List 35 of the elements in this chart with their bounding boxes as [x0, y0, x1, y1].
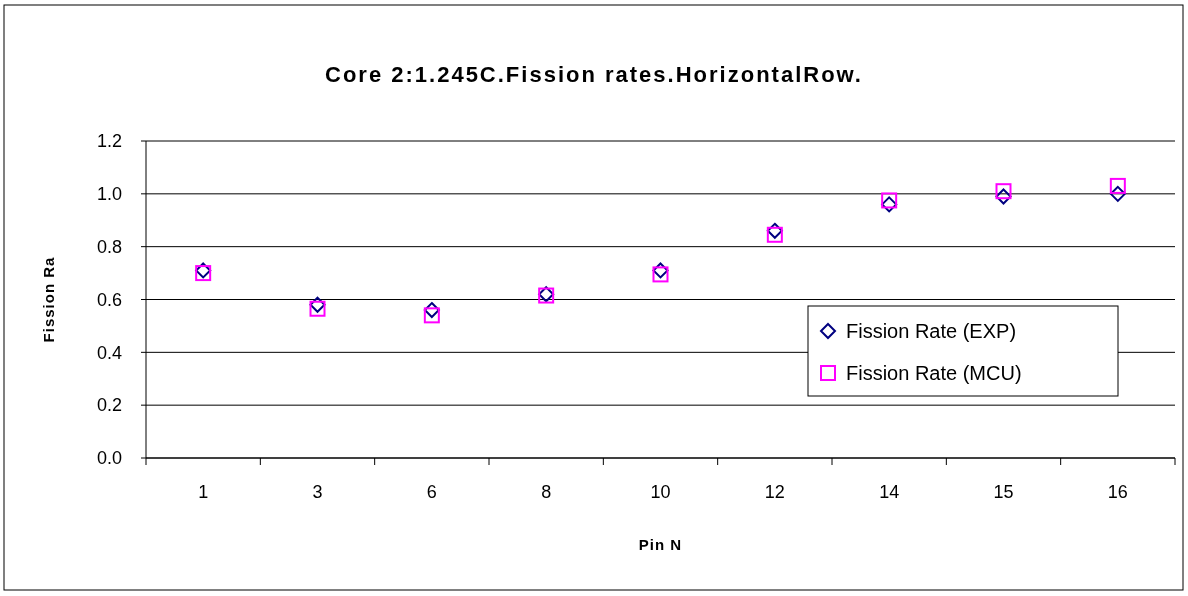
point — [1109, 177, 1126, 194]
point — [423, 302, 440, 319]
x-tick-label: 12 — [764, 482, 785, 502]
x-tick-label: 14 — [879, 482, 900, 502]
x-tick-label: 16 — [1107, 482, 1128, 502]
point — [309, 296, 326, 313]
point — [881, 196, 898, 213]
y-tick-label: 0.0 — [96, 448, 122, 469]
point — [652, 266, 669, 283]
point — [652, 262, 669, 279]
point — [423, 307, 440, 324]
y-tick-label: 1.2 — [96, 131, 122, 152]
legend-label: Fission Rate (EXP) — [846, 320, 1017, 342]
legend-label: Fission Rate (MCU) — [846, 362, 1022, 384]
y-axis-title: Fission Ra — [40, 256, 57, 343]
x-tick-label: 3 — [312, 482, 323, 502]
y-tick-label: 1.0 — [96, 184, 122, 205]
x-tick-label: 10 — [650, 482, 671, 502]
y-tick-label: 0.4 — [96, 342, 122, 363]
point — [881, 192, 898, 209]
point — [995, 188, 1012, 205]
x-tick-label: 15 — [993, 482, 1014, 502]
point — [1109, 185, 1126, 202]
x-tick-label: 6 — [426, 482, 437, 502]
y-tick-label: 0.8 — [96, 236, 122, 257]
point — [766, 226, 783, 243]
point — [995, 183, 1012, 200]
y-tick-label: 0.6 — [96, 289, 122, 310]
x-axis-title: Pin N — [638, 536, 683, 553]
y-tick-label: 0.2 — [96, 395, 122, 416]
x-tick-label: 8 — [541, 482, 552, 502]
chart-title: Core 2:1.245C.Fission rates.HorizontalRow. — [325, 62, 863, 87]
point — [766, 222, 783, 239]
point — [309, 300, 326, 317]
x-tick-label: 1 — [198, 482, 209, 502]
